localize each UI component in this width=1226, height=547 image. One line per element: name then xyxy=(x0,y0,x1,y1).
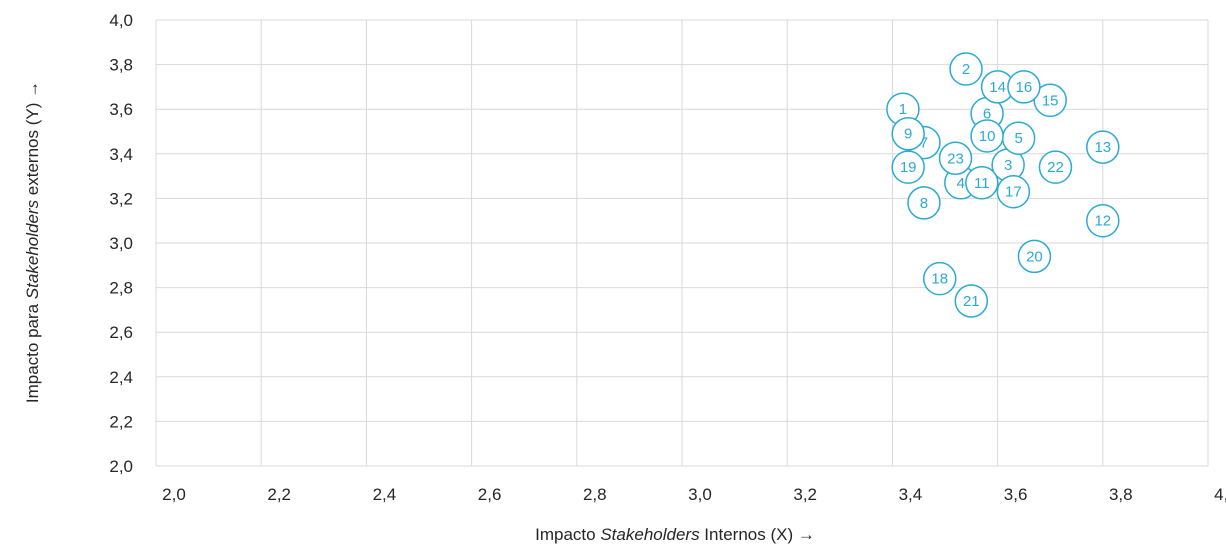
data-point: 9 xyxy=(891,116,925,151)
point-label: 1 xyxy=(899,101,907,118)
data-point: 15 xyxy=(1033,83,1067,118)
x-tick-label: 2,8 xyxy=(583,485,607,504)
x-tick-label: 3,0 xyxy=(688,485,712,504)
point-label: 10 xyxy=(979,128,996,145)
data-point: 10 xyxy=(970,119,1004,153)
x-tick-label: 2,0 xyxy=(162,485,186,504)
point-marker xyxy=(1017,239,1052,274)
point-marker xyxy=(938,141,973,176)
point-label: 7 xyxy=(920,135,928,152)
point-marker xyxy=(996,174,1031,209)
point-label: 22 xyxy=(1047,159,1064,176)
x-tick-label: 3,4 xyxy=(899,485,923,504)
y-tick-label: 2,0 xyxy=(109,457,133,476)
point-label: 13 xyxy=(1094,139,1111,156)
point-label: 18 xyxy=(931,271,948,288)
point-marker xyxy=(1007,70,1041,104)
point-marker xyxy=(907,186,941,220)
y-tick-label: 3,8 xyxy=(109,56,133,75)
point-label: 16 xyxy=(1016,79,1033,96)
point-marker xyxy=(1086,130,1120,164)
point-label: 6 xyxy=(983,106,991,123)
point-label: 15 xyxy=(1042,92,1059,109)
data-point: 19 xyxy=(891,150,925,184)
point-marker xyxy=(891,150,925,184)
point-label: 8 xyxy=(920,195,928,212)
point-marker xyxy=(970,119,1004,153)
data-point: 11 xyxy=(965,166,999,200)
data-point: 12 xyxy=(1086,203,1120,238)
x-axis-title: Impacto Stakeholders Internos (X) → xyxy=(535,525,815,544)
data-point: 22 xyxy=(1038,150,1073,184)
data-point: 18 xyxy=(922,261,957,296)
data-point: 8 xyxy=(907,186,941,220)
data-point: 2 xyxy=(949,52,983,86)
x-tick-label: 2,4 xyxy=(373,485,397,504)
x-tick-label: 2,2 xyxy=(267,485,291,504)
x-tick-label: 2,6 xyxy=(478,485,502,504)
y-axis-title: Impacto para Stakeholders externos (Y) → xyxy=(23,81,42,403)
y-tick-label: 3,4 xyxy=(109,145,133,164)
y-tick-label: 2,8 xyxy=(109,279,133,298)
x-tick-label: 3,8 xyxy=(1109,485,1133,504)
point-label: 11 xyxy=(974,175,990,192)
y-tick-label: 4,0 xyxy=(109,11,133,30)
data-point: 21 xyxy=(954,284,989,318)
x-tick-label: 4,0 xyxy=(1214,485,1226,504)
data-point: 20 xyxy=(1017,239,1052,274)
x-axis-tick-labels: 2,0 2,2 2,4 2,6 2,8 3,0 3,2 3,4 3,6 3,8 4,0 xyxy=(162,485,1226,504)
point-marker xyxy=(891,116,925,151)
point-label: 21 xyxy=(963,293,980,310)
y-tick-label: 2,6 xyxy=(109,323,133,342)
data-point: 17 xyxy=(996,174,1031,209)
y-tick-label: 2,4 xyxy=(109,368,133,387)
x-tick-label: 3,6 xyxy=(1004,485,1028,504)
point-label: 12 xyxy=(1094,213,1111,230)
point-label: 19 xyxy=(900,159,917,176)
y-tick-label: 3,2 xyxy=(109,189,133,208)
point-marker xyxy=(1038,150,1073,184)
data-point: 23 xyxy=(938,141,973,176)
point-marker xyxy=(1033,83,1067,118)
y-tick-label: 3,0 xyxy=(109,234,133,253)
point-label: 4 xyxy=(957,175,965,192)
point-label: 9 xyxy=(904,126,912,143)
point-label: 5 xyxy=(1014,130,1022,147)
point-label: 2 xyxy=(962,61,970,78)
point-marker xyxy=(949,52,983,86)
point-marker xyxy=(922,261,957,296)
point-marker xyxy=(965,166,999,200)
x-tick-label: 3,2 xyxy=(793,485,817,504)
point-label: 3 xyxy=(1004,157,1012,174)
point-label: 23 xyxy=(947,150,964,167)
y-tick-label: 3,6 xyxy=(109,100,133,119)
data-point: 13 xyxy=(1086,130,1120,164)
data-point: 16 xyxy=(1007,70,1041,104)
y-tick-label: 2,2 xyxy=(109,412,133,431)
point-label: 17 xyxy=(1005,184,1022,201)
y-axis-tick-labels: 2,0 2,2 2,4 2,6 2,8 3,0 3,2 3,4 3,6 3,8 4,0 xyxy=(109,11,133,476)
grid-lines xyxy=(155,19,1209,467)
point-marker xyxy=(1086,203,1120,238)
point-label: 14 xyxy=(989,79,1006,96)
point-marker xyxy=(954,284,989,318)
point-label: 20 xyxy=(1026,248,1043,265)
data-point: 5 xyxy=(1001,121,1036,155)
